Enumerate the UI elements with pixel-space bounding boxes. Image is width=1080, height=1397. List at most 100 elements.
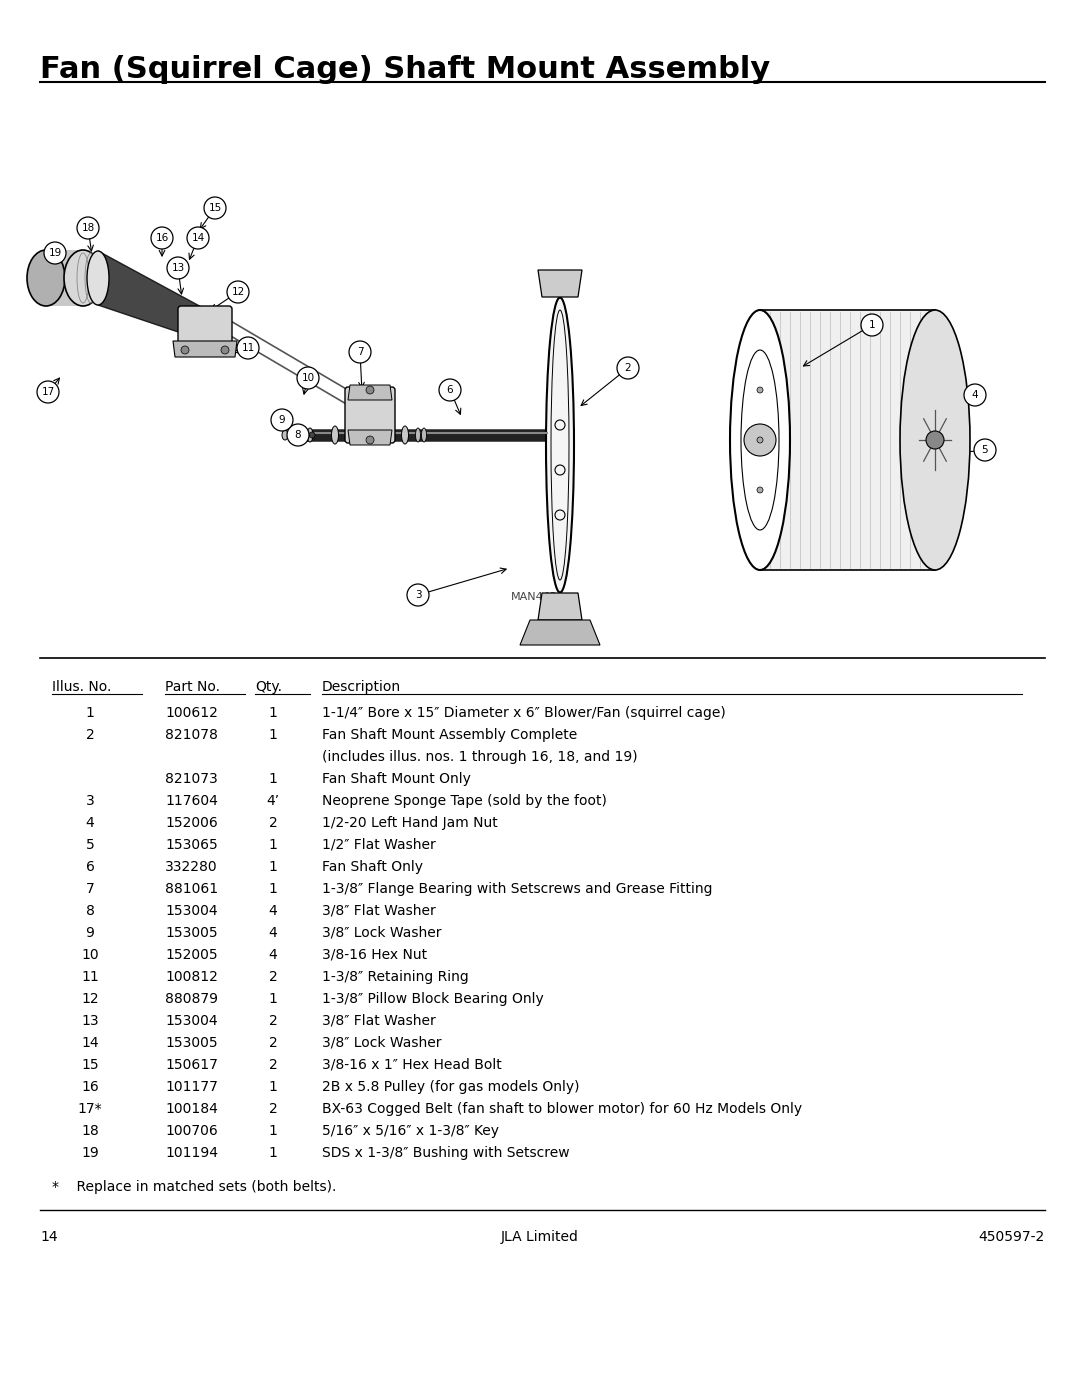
Circle shape — [221, 346, 229, 353]
Text: 100612: 100612 — [165, 705, 218, 719]
Circle shape — [407, 584, 429, 606]
Text: 5/16″ x 5/16″ x 1-3/8″ Key: 5/16″ x 5/16″ x 1-3/8″ Key — [322, 1125, 499, 1139]
Text: 4: 4 — [972, 390, 978, 400]
Text: 2: 2 — [85, 728, 94, 742]
Ellipse shape — [307, 427, 313, 441]
Text: 332280: 332280 — [165, 861, 218, 875]
Text: 2: 2 — [269, 1014, 278, 1028]
Text: 101177: 101177 — [165, 1080, 218, 1094]
Circle shape — [964, 384, 986, 407]
Text: 19: 19 — [49, 249, 62, 258]
Text: Fan Shaft Only: Fan Shaft Only — [322, 861, 423, 875]
Text: Illus. No.: Illus. No. — [52, 680, 111, 694]
Text: 14: 14 — [40, 1229, 57, 1243]
Circle shape — [37, 381, 59, 402]
Ellipse shape — [332, 426, 338, 444]
Polygon shape — [98, 251, 205, 341]
Circle shape — [757, 387, 762, 393]
Text: 1: 1 — [269, 861, 278, 875]
Polygon shape — [348, 386, 392, 400]
Text: 19: 19 — [81, 1146, 99, 1160]
Circle shape — [617, 358, 639, 379]
Circle shape — [151, 226, 173, 249]
Text: 450597-2: 450597-2 — [978, 1229, 1045, 1243]
Text: 14: 14 — [191, 233, 204, 243]
Ellipse shape — [730, 310, 789, 570]
Polygon shape — [46, 250, 83, 306]
Text: 4: 4 — [85, 816, 94, 830]
Circle shape — [295, 432, 301, 439]
Text: 13: 13 — [172, 263, 185, 272]
Text: 3: 3 — [415, 590, 421, 599]
Circle shape — [309, 432, 315, 439]
Ellipse shape — [348, 427, 352, 441]
Text: 3/8-16 Hex Nut: 3/8-16 Hex Nut — [322, 949, 427, 963]
Text: 153005: 153005 — [165, 1037, 218, 1051]
Text: 16: 16 — [156, 233, 168, 243]
Text: *    Replace in matched sets (both belts).: * Replace in matched sets (both belts). — [52, 1180, 336, 1194]
FancyBboxPatch shape — [178, 306, 232, 344]
Text: 7: 7 — [356, 346, 363, 358]
Text: 4: 4 — [269, 926, 278, 940]
Text: 1: 1 — [269, 773, 278, 787]
Circle shape — [204, 197, 226, 219]
Text: 13: 13 — [81, 1014, 98, 1028]
Circle shape — [349, 341, 372, 363]
Ellipse shape — [27, 250, 65, 306]
Text: 9: 9 — [85, 926, 94, 940]
Text: 3/8-16 x 1″ Hex Head Bolt: 3/8-16 x 1″ Hex Head Bolt — [322, 1058, 502, 1071]
Text: Neoprene Sponge Tape (sold by the foot): Neoprene Sponge Tape (sold by the foot) — [322, 793, 607, 807]
Ellipse shape — [87, 251, 109, 305]
Circle shape — [926, 432, 944, 448]
Text: 3/8″ Flat Washer: 3/8″ Flat Washer — [322, 904, 435, 918]
Polygon shape — [519, 620, 600, 645]
Circle shape — [287, 425, 309, 446]
Text: 1: 1 — [269, 705, 278, 719]
Text: 2: 2 — [269, 816, 278, 830]
Text: 1: 1 — [85, 705, 94, 719]
Circle shape — [861, 314, 883, 337]
Polygon shape — [760, 310, 935, 570]
Text: 4’: 4’ — [267, 793, 280, 807]
Circle shape — [974, 439, 996, 461]
Text: 153065: 153065 — [165, 838, 218, 852]
Text: 1: 1 — [269, 882, 278, 895]
Ellipse shape — [64, 250, 102, 306]
Text: Part No.: Part No. — [165, 680, 220, 694]
Text: 8: 8 — [295, 430, 301, 440]
Circle shape — [167, 257, 189, 279]
Ellipse shape — [546, 298, 573, 592]
Text: 100706: 100706 — [165, 1125, 218, 1139]
Text: JLA Limited: JLA Limited — [501, 1229, 579, 1243]
Text: 152006: 152006 — [165, 816, 218, 830]
Text: 117604: 117604 — [165, 793, 218, 807]
Text: 12: 12 — [81, 992, 98, 1006]
Text: 153004: 153004 — [165, 1014, 218, 1028]
Circle shape — [302, 432, 308, 439]
Text: 10: 10 — [81, 949, 98, 963]
Text: 2: 2 — [624, 363, 632, 373]
Text: Qty.: Qty. — [255, 680, 282, 694]
Text: 1: 1 — [269, 838, 278, 852]
Circle shape — [187, 226, 210, 249]
Text: BX-63 Cogged Belt (fan shaft to blower motor) for 60 Hz Models Only: BX-63 Cogged Belt (fan shaft to blower m… — [322, 1102, 802, 1116]
Text: 1-3/8″ Flange Bearing with Setscrews and Grease Fitting: 1-3/8″ Flange Bearing with Setscrews and… — [322, 882, 713, 895]
Text: 1-3/8″ Pillow Block Bearing Only: 1-3/8″ Pillow Block Bearing Only — [322, 992, 543, 1006]
Text: 2: 2 — [269, 1037, 278, 1051]
Text: 11: 11 — [241, 344, 255, 353]
Text: 6: 6 — [85, 861, 94, 875]
Text: 3/8″ Lock Washer: 3/8″ Lock Washer — [322, 1037, 442, 1051]
Text: 14: 14 — [81, 1037, 98, 1051]
Text: 821078: 821078 — [165, 728, 218, 742]
Polygon shape — [538, 270, 582, 298]
Text: 153004: 153004 — [165, 904, 218, 918]
Text: 3: 3 — [85, 793, 94, 807]
Text: 150617: 150617 — [165, 1058, 218, 1071]
Circle shape — [181, 346, 189, 353]
Text: Description: Description — [322, 680, 401, 694]
Circle shape — [757, 437, 762, 443]
Text: 100184: 100184 — [165, 1102, 218, 1116]
Circle shape — [227, 281, 249, 303]
Text: 153005: 153005 — [165, 926, 218, 940]
Text: 2: 2 — [269, 970, 278, 983]
